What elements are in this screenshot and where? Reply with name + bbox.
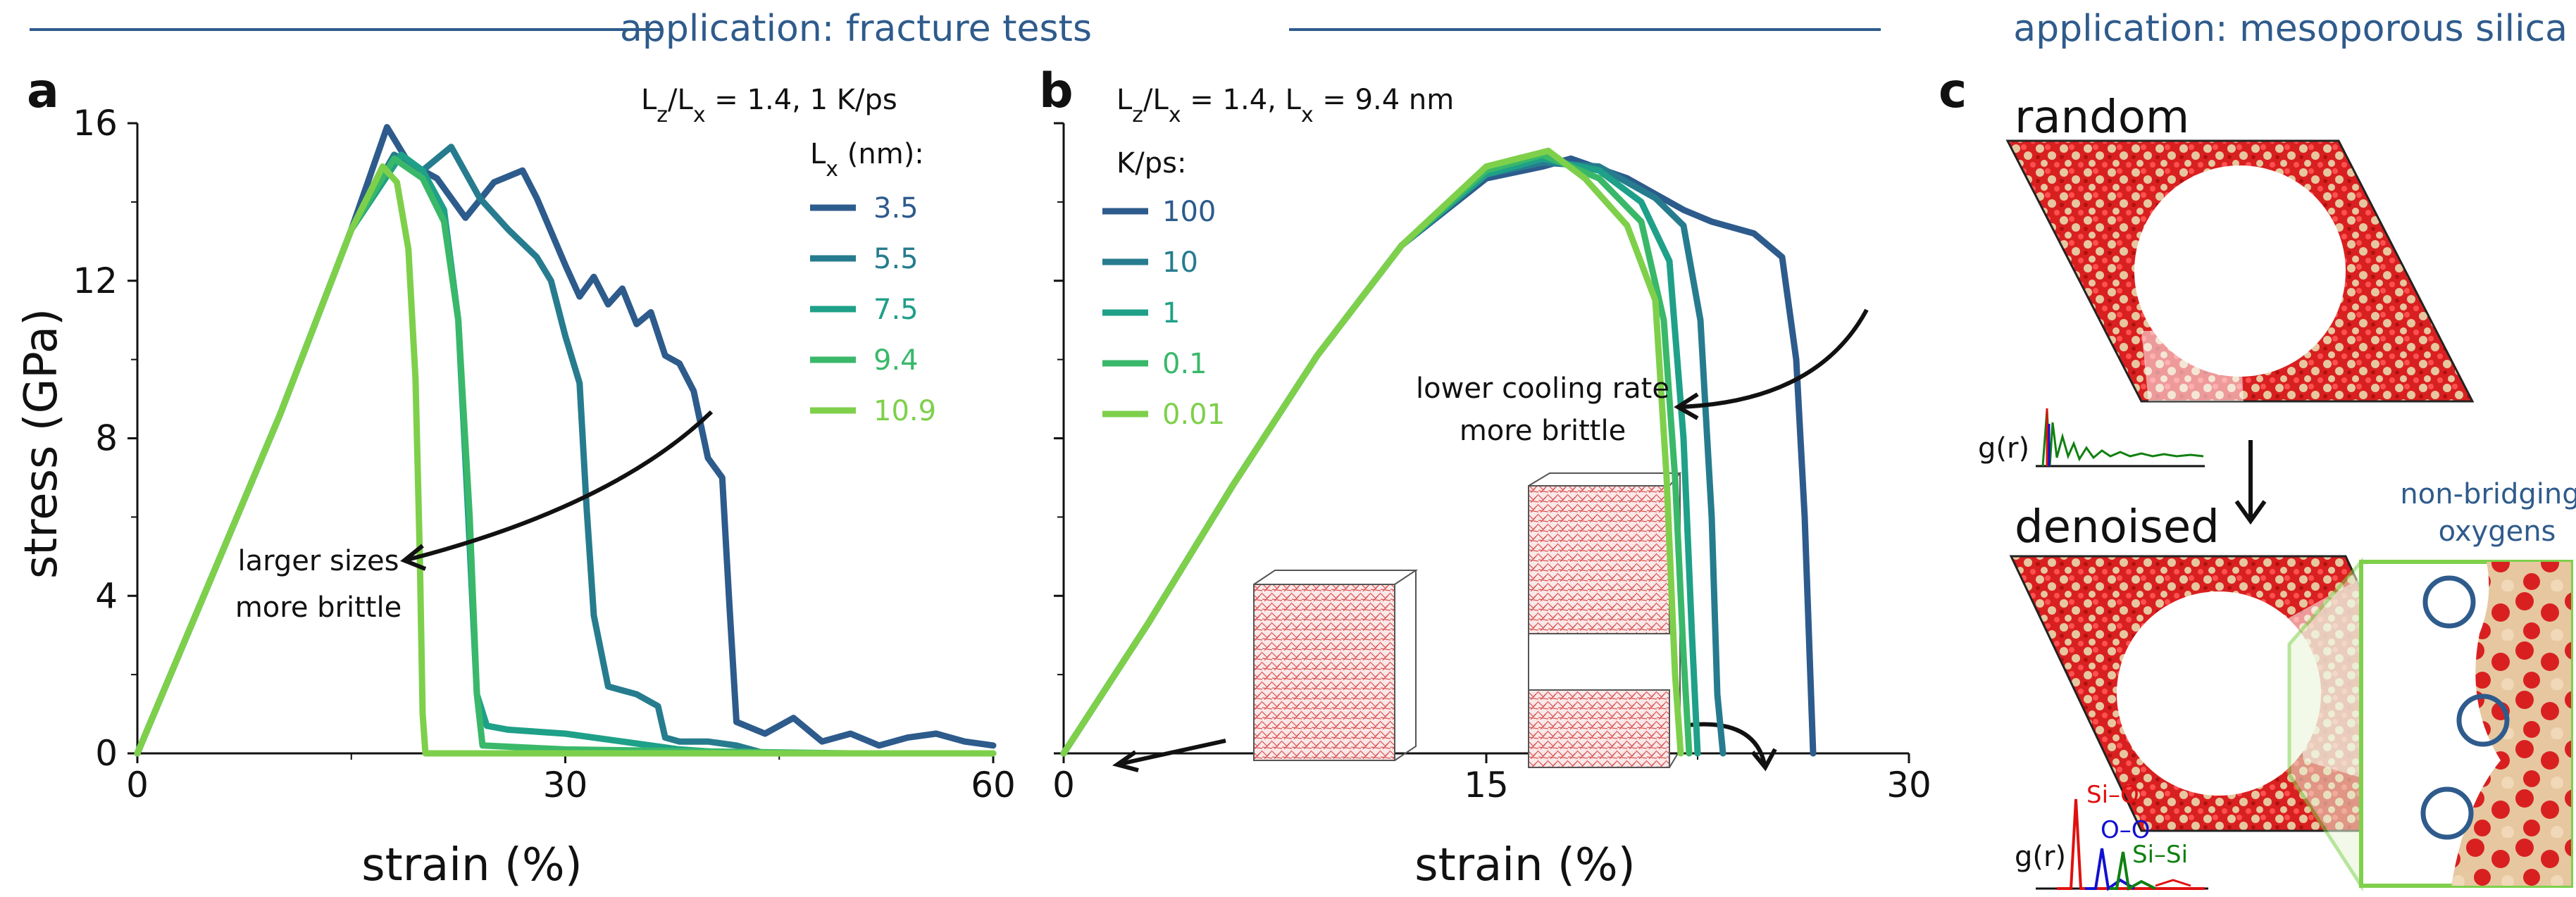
nbo-marker-3 xyxy=(2420,786,2474,840)
panel-c-letter: c xyxy=(1939,63,1967,119)
y-tick-label: 0 xyxy=(95,733,118,774)
panel-b-condition: Lz/Lx = 1.4, Lx = 9.4 nm xyxy=(1116,84,1454,127)
y-tick-label: 8 xyxy=(95,418,118,459)
header-right-title: application: mesoporous silica xyxy=(2013,8,2568,50)
x-tick-label: 0 xyxy=(126,765,149,805)
nbo-label-line1: non-bridging xyxy=(2400,478,2576,510)
denoised-gr-label: g(r) xyxy=(2015,841,2066,873)
panel-a-annotation: larger sizes more brittle xyxy=(235,410,714,624)
legend-label: 1 xyxy=(1162,297,1180,330)
rdf-sio-label: Si–O xyxy=(2086,781,2139,809)
panel-b-inset-arrow-right xyxy=(1686,722,1767,765)
x-tick-label: 30 xyxy=(543,765,588,805)
y-tick-label: 16 xyxy=(73,103,118,144)
rdf-sisi-label: Si–Si xyxy=(2132,841,2188,869)
rdf-sisi-curve xyxy=(2110,851,2156,891)
random-gr-plot: g(r) xyxy=(1978,408,2205,468)
legend-label: 0.1 xyxy=(1162,348,1207,380)
header-left-title: application: fracture tests xyxy=(620,8,1092,50)
x-tick-label: 0 xyxy=(1052,765,1075,805)
series-line-5.5 xyxy=(134,144,769,757)
nbo-marker-1 xyxy=(2422,575,2476,629)
panel-b-letter: b xyxy=(1039,63,1074,119)
rdf-oo-curve xyxy=(2085,848,2136,891)
panel-a-annotation-line1: larger sizes xyxy=(238,545,399,577)
zoom-inset xyxy=(2287,557,2573,892)
panel-b-legend-title: K/ps: xyxy=(1116,147,1186,180)
y-tick-label: 12 xyxy=(73,261,118,301)
random-gr-curve xyxy=(2041,409,2204,467)
panel-b-inset-arrow-left-head xyxy=(1112,750,1139,772)
panel-a-lines xyxy=(134,124,997,757)
glass-box-fractured xyxy=(1528,472,1682,768)
legend-label: 10 xyxy=(1162,246,1198,279)
panel-a-condition: Lz/Lx = 1.4, 1 K/ps xyxy=(641,84,897,127)
legend-label: 9.4 xyxy=(873,344,919,377)
panel-a-letter: a xyxy=(27,63,59,119)
panel-b-inset-arrow-left xyxy=(1119,739,1226,766)
random-label: random xyxy=(2015,92,2189,144)
panel-a-axes: 0 30 60 0 4 8 12 16 xyxy=(73,103,1015,805)
panel-b-legend: K/ps: 100 10 1 0.1 0.01 xyxy=(1102,147,1225,431)
y-tick-label: 4 xyxy=(95,575,118,616)
random-structure xyxy=(2005,139,2475,403)
series-line-3.5 xyxy=(134,124,997,757)
denoised-label: denoised xyxy=(2015,501,2220,553)
series-line-10.9 xyxy=(134,163,997,757)
panel-a-annotation-arrow xyxy=(406,410,714,562)
x-tick-label: 60 xyxy=(971,765,1016,805)
panel-a-ylabel: stress (GPa) xyxy=(15,308,68,579)
panel-a-annotation-arrowhead xyxy=(400,544,427,571)
legend-label: 3.5 xyxy=(873,192,919,225)
legend-label: 7.5 xyxy=(873,294,919,326)
panel-b-xlabel: strain (%) xyxy=(1414,839,1635,891)
x-tick-label: 30 xyxy=(1886,765,1931,805)
denoised-gr-plot: g(r) Si–O O–O Si–Si xyxy=(2015,781,2208,891)
panel-a: a Lz/Lx = 1.4, 1 K/ps stress (GPa) strai… xyxy=(15,63,1016,891)
panel-b-lines xyxy=(1060,147,1817,757)
rdf-sio-curve xyxy=(2057,798,2205,890)
legend-label: 10.9 xyxy=(873,395,936,427)
nbo-marker-2 xyxy=(2456,694,2510,747)
panel-b-annotation-line2: more brittle xyxy=(1460,415,1626,447)
panel-b: b Lz/Lx = 1.4, Lx = 9.4 nm strain (%) 0 1… xyxy=(1039,63,1931,891)
panel-a-annotation-line2: more brittle xyxy=(235,591,402,624)
series-line-0.01 xyxy=(1060,147,1684,757)
nbo-label-line2: oxygens xyxy=(2439,515,2556,548)
panel-c: c random g(r) denoised non-bridging oxyg… xyxy=(1939,63,2576,892)
panel-b-annotation-line1: lower cooling rate xyxy=(1416,372,1669,405)
random-gr-label: g(r) xyxy=(1978,432,2029,465)
panel-a-legend: Lx (nm): 3.5 5.5 7.5 9.4 10.9 xyxy=(810,138,936,427)
x-tick-label: 15 xyxy=(1464,765,1509,805)
panel-a-xlabel: strain (%) xyxy=(361,839,582,891)
legend-label: 5.5 xyxy=(873,243,919,275)
rdf-oo-label: O–O xyxy=(2101,816,2151,844)
panel-b-annotation-arrow xyxy=(1679,308,1869,409)
legend-label: 100 xyxy=(1162,196,1216,228)
panel-b-inset-arrow-right-head xyxy=(1750,748,1777,772)
panel-a-legend-title: Lx (nm): xyxy=(810,138,924,182)
panel-b-annotation-arrowhead xyxy=(1674,392,1699,420)
transform-arrow-head xyxy=(2234,500,2267,525)
series-line-7.5 xyxy=(134,151,740,757)
legend-label: 0.01 xyxy=(1162,399,1225,431)
glass-box-intact xyxy=(1253,570,1419,761)
panel-b-annotation: lower cooling rate more brittle xyxy=(1416,308,1869,447)
header: application: fracture tests application:… xyxy=(30,8,2568,50)
panel-b-axes: 0 15 30 xyxy=(1052,122,1931,805)
